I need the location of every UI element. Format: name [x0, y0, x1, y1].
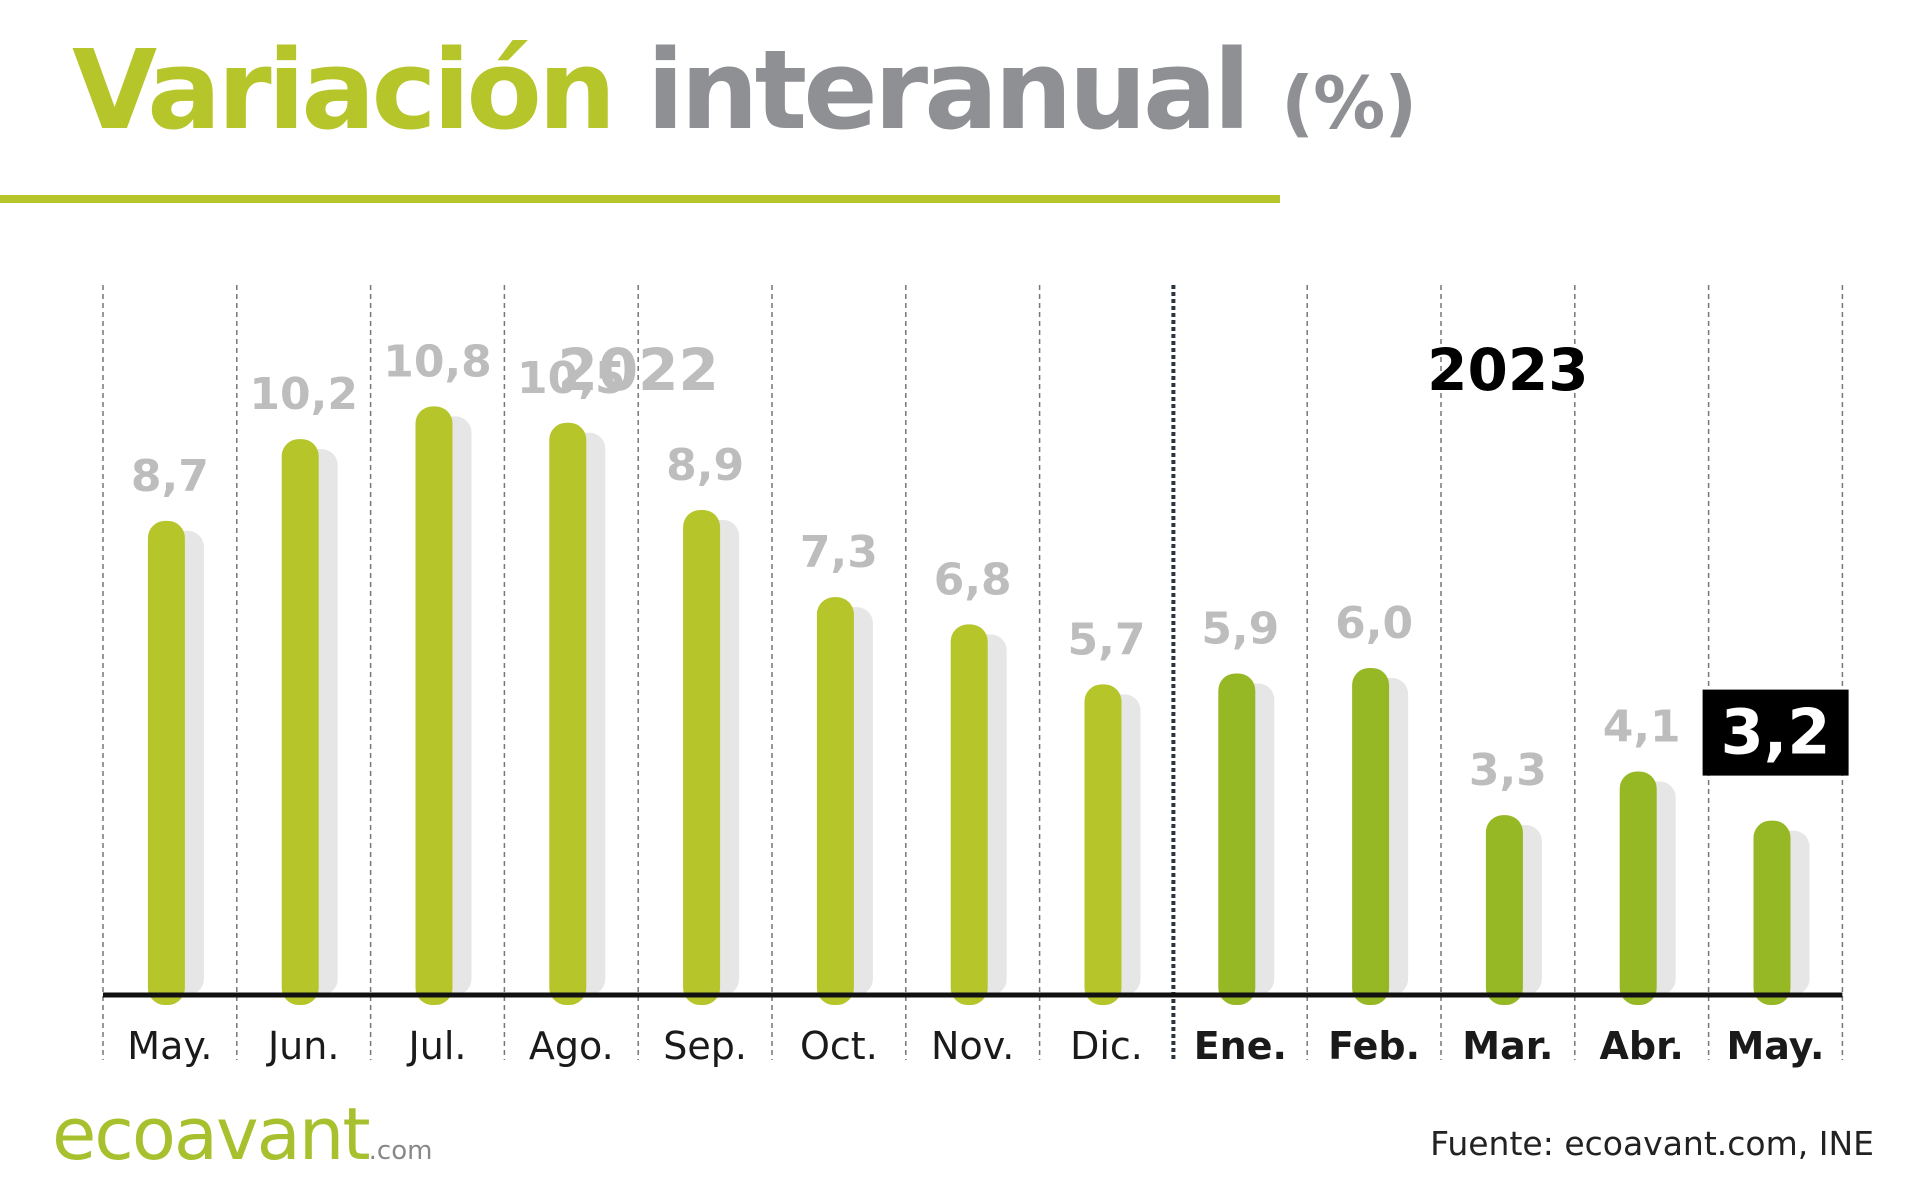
category-label: Jun.	[266, 1024, 339, 1068]
title-underline	[0, 195, 1280, 203]
value-label: 4,1	[1603, 702, 1681, 753]
value-label: 5,9	[1201, 603, 1279, 654]
value-label: 10,5	[517, 353, 626, 404]
category-label: Sep.	[663, 1024, 747, 1068]
category-label: May.	[1726, 1024, 1824, 1068]
value-label: 10,2	[249, 369, 358, 420]
year-label-2022: 2022	[557, 336, 718, 404]
value-label: 6,0	[1335, 598, 1413, 649]
value-label: 3,3	[1469, 745, 1547, 796]
ecoavant-logo: ecoavant.com	[52, 1098, 432, 1170]
value-label: 5,7	[1068, 614, 1146, 665]
bar	[1753, 820, 1791, 1005]
value-label: 8,9	[666, 440, 744, 491]
bar	[1352, 668, 1390, 1005]
category-label: Feb.	[1328, 1024, 1420, 1068]
category-label: Mar.	[1462, 1024, 1553, 1068]
category-label: May.	[127, 1024, 212, 1068]
bar	[1084, 684, 1122, 1005]
bar	[549, 422, 587, 1005]
value-label: 7,3	[800, 527, 878, 578]
chart-title: Variación interanual (%)	[72, 30, 1417, 151]
bar	[1619, 771, 1657, 1005]
value-label: 10,8	[383, 336, 492, 387]
bar	[683, 509, 721, 1005]
highlight-value-label: 3,2	[1721, 696, 1831, 769]
bar	[415, 406, 453, 1005]
bar	[816, 597, 854, 1005]
bar-chart: 8,7 May. 10,2 Jun. 10,8 Jul. 10,5 Ago. 8,9 Sep. 7,…	[102, 285, 1849, 1068]
logo-main-text: ecoavant	[52, 1092, 371, 1176]
category-label: Ene.	[1194, 1024, 1287, 1068]
bar	[950, 624, 988, 1005]
category-label: Abr.	[1600, 1024, 1684, 1068]
title-part-interanual: interanual	[646, 26, 1251, 154]
bar	[281, 439, 319, 1006]
source-note: Fuente: ecoavant.com, INE	[1430, 1124, 1874, 1163]
category-label: Dic.	[1070, 1024, 1143, 1068]
bar	[1218, 673, 1256, 1005]
logo-suffix-text: .com	[368, 1136, 433, 1166]
highlight-value-box	[1702, 689, 1849, 776]
value-label: 8,7	[131, 451, 209, 502]
value-label: 6,8	[934, 554, 1012, 605]
bar	[147, 520, 185, 1005]
title-unit: (%)	[1281, 61, 1417, 145]
category-label: Ago.	[529, 1024, 614, 1068]
bar	[1485, 815, 1523, 1005]
category-label: Oct.	[800, 1024, 878, 1068]
category-label: Jul.	[407, 1024, 467, 1068]
title-part-variacion: Variación	[72, 26, 616, 154]
year-label-2023: 2023	[1427, 336, 1588, 404]
category-label: Nov.	[931, 1024, 1014, 1068]
